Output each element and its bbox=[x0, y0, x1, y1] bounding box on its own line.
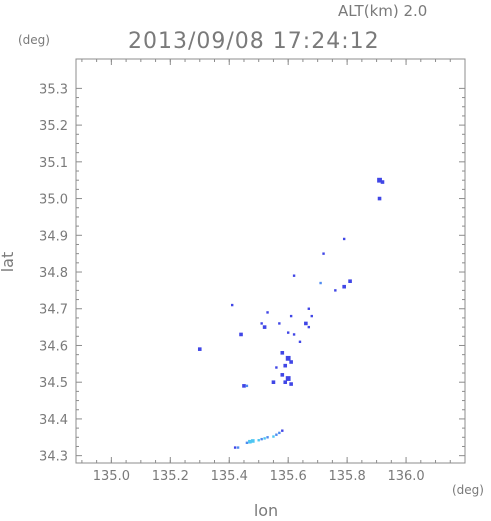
y-axis-title: lat bbox=[0, 252, 17, 273]
y-unit-label: (deg) bbox=[18, 33, 50, 47]
y-tick-label: 35.1 bbox=[39, 156, 68, 171]
x-tick-label: 135.0 bbox=[93, 469, 130, 484]
y-tick-label: 34.4 bbox=[39, 413, 68, 428]
data-point bbox=[380, 180, 385, 184]
data-point bbox=[260, 437, 263, 441]
y-tick-label: 34.9 bbox=[39, 229, 68, 244]
data-point bbox=[289, 360, 293, 364]
y-tick-label: 34.8 bbox=[39, 266, 68, 281]
x-tick-label: 135.8 bbox=[329, 469, 366, 484]
data-point bbox=[281, 429, 284, 432]
data-point bbox=[342, 237, 346, 241]
data-point bbox=[266, 311, 269, 314]
data-point bbox=[251, 439, 255, 443]
data-point bbox=[334, 289, 337, 292]
data-point bbox=[304, 321, 308, 326]
data-point bbox=[278, 322, 281, 325]
data-point bbox=[245, 384, 249, 388]
x-axis-ticks: 135.0 135.2 135.4 135.6 135.8 136.0 bbox=[81, 59, 451, 484]
y-tick-label: 34.7 bbox=[39, 303, 68, 318]
data-point bbox=[263, 437, 266, 440]
y-tick-label: 34.5 bbox=[39, 376, 68, 391]
data-point bbox=[230, 303, 234, 307]
data-point bbox=[289, 382, 293, 386]
data-point bbox=[307, 325, 311, 329]
y-tick-label: 34.3 bbox=[39, 450, 68, 465]
data-point bbox=[266, 436, 269, 439]
data-point bbox=[292, 333, 296, 336]
timestamp-title: 2013/09/08 17:24:12 bbox=[128, 29, 380, 54]
data-point bbox=[236, 446, 240, 449]
data-point bbox=[377, 177, 382, 183]
data-points bbox=[197, 177, 385, 449]
x-tick-label: 135.6 bbox=[270, 469, 307, 484]
data-point bbox=[283, 363, 288, 368]
altitude-label: ALT(km) 2.0 bbox=[338, 2, 427, 20]
data-point bbox=[285, 355, 291, 361]
data-point bbox=[280, 351, 285, 355]
data-point bbox=[322, 252, 325, 255]
data-point bbox=[342, 284, 346, 289]
data-point bbox=[280, 373, 285, 377]
data-point bbox=[286, 331, 290, 334]
data-point bbox=[275, 366, 278, 369]
x-tick-label: 135.2 bbox=[152, 469, 189, 484]
data-point bbox=[298, 340, 302, 343]
x-axis-title: lon bbox=[254, 501, 278, 520]
y-tick-label: 35.0 bbox=[39, 193, 68, 208]
y-tick-label: 34.6 bbox=[39, 339, 68, 354]
data-point bbox=[292, 274, 296, 277]
x-tick-label: 136.0 bbox=[387, 469, 424, 484]
data-point bbox=[197, 347, 202, 351]
data-point bbox=[242, 384, 246, 388]
data-point bbox=[319, 281, 322, 285]
data-point bbox=[272, 435, 275, 438]
data-point bbox=[245, 441, 249, 444]
data-point bbox=[307, 307, 311, 310]
data-point bbox=[257, 439, 260, 442]
data-point bbox=[348, 279, 352, 283]
data-point bbox=[275, 433, 278, 436]
data-point bbox=[283, 380, 288, 384]
x-tick-label: 135.4 bbox=[211, 469, 248, 484]
y-axis-ticks: 34.3 34.4 34.5 34.6 34.7 34.8 34.9 35.0 35.1 35.2… bbox=[39, 82, 465, 465]
data-point bbox=[248, 439, 252, 444]
data-point bbox=[278, 431, 281, 435]
y-tick-label: 35.3 bbox=[39, 82, 68, 97]
x-unit-label: (deg) bbox=[452, 483, 484, 497]
data-point bbox=[310, 314, 313, 318]
y-tick-label: 35.2 bbox=[39, 119, 68, 134]
data-point bbox=[239, 332, 243, 337]
data-point bbox=[377, 196, 382, 201]
data-point bbox=[285, 376, 291, 381]
data-point bbox=[233, 446, 237, 449]
data-point bbox=[271, 380, 276, 384]
data-point bbox=[262, 325, 267, 329]
data-point bbox=[289, 314, 293, 318]
data-point bbox=[260, 322, 263, 325]
plot-frame bbox=[75, 58, 466, 464]
